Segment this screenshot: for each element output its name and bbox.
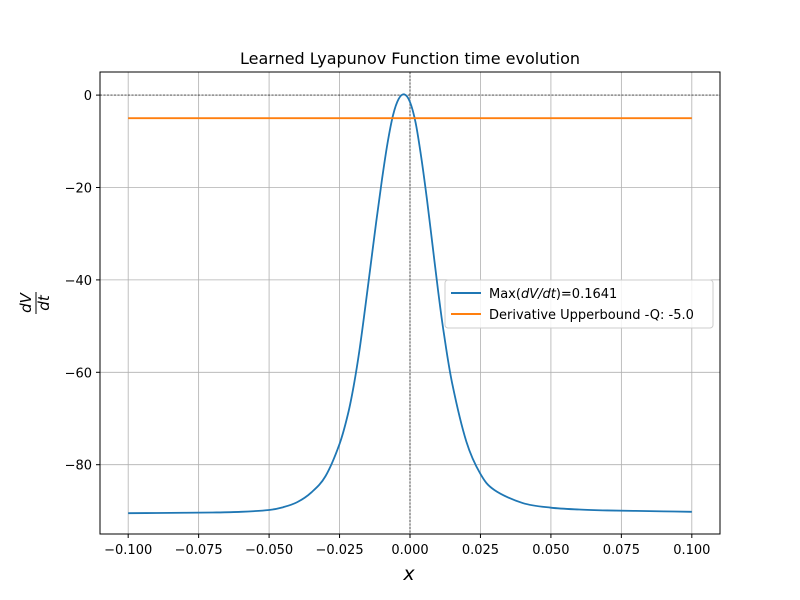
- legend-label-series-0-suffix: )=0.1641: [556, 287, 617, 302]
- y-tick-label-1: −20: [65, 182, 92, 197]
- y-axis-label-numerator: dV: [17, 291, 35, 313]
- legend: Max(dV/dt)=0.1641 Derivative Upperbound …: [444, 279, 714, 329]
- series-line-0: [128, 93, 692, 515]
- x-tick-label-7: 0.075: [603, 543, 640, 558]
- x-tick-label-3: −0.025: [315, 543, 363, 558]
- legend-box: [444, 279, 714, 329]
- y-axis-label: dV dt: [17, 291, 53, 314]
- legend-label-series-0-expr: dV/dt: [521, 287, 557, 302]
- legend-label-series-0: Max(dV/dt)=0.1641: [489, 287, 617, 302]
- x-tick-label-1: −0.075: [175, 543, 223, 558]
- x-tick-label-6: 0.050: [532, 543, 569, 558]
- x-axis-label: x: [402, 563, 415, 585]
- y-tick-label-4: −80: [65, 459, 92, 474]
- x-tick-label-4: 0.000: [391, 543, 428, 558]
- series-layer: [128, 93, 692, 515]
- x-tick-label-5: 0.025: [462, 543, 499, 558]
- x-tick-label-2: −0.050: [245, 543, 293, 558]
- x-axis-ticks: −0.100 −0.075 −0.050 −0.025 0.000 0.025 0.050 0…: [104, 534, 710, 558]
- x-tick-label-0: −0.100: [104, 543, 152, 558]
- y-tick-label-3: −60: [65, 366, 92, 381]
- y-tick-label-0: 0: [84, 89, 92, 104]
- x-tick-label-8: 0.100: [673, 543, 710, 558]
- legend-label-series-0-prefix: Max(: [489, 287, 521, 302]
- chart-title: Learned Lyapunov Function time evolution: [240, 49, 580, 68]
- y-axis-label-denominator: dt: [35, 294, 53, 311]
- y-tick-label-2: −40: [65, 274, 92, 289]
- reference-lines: [100, 72, 720, 534]
- y-axis-ticks: 0 −20 −40 −60 −80: [65, 89, 100, 474]
- legend-label-series-1: Derivative Upperbound -Q: -5.0: [489, 308, 694, 323]
